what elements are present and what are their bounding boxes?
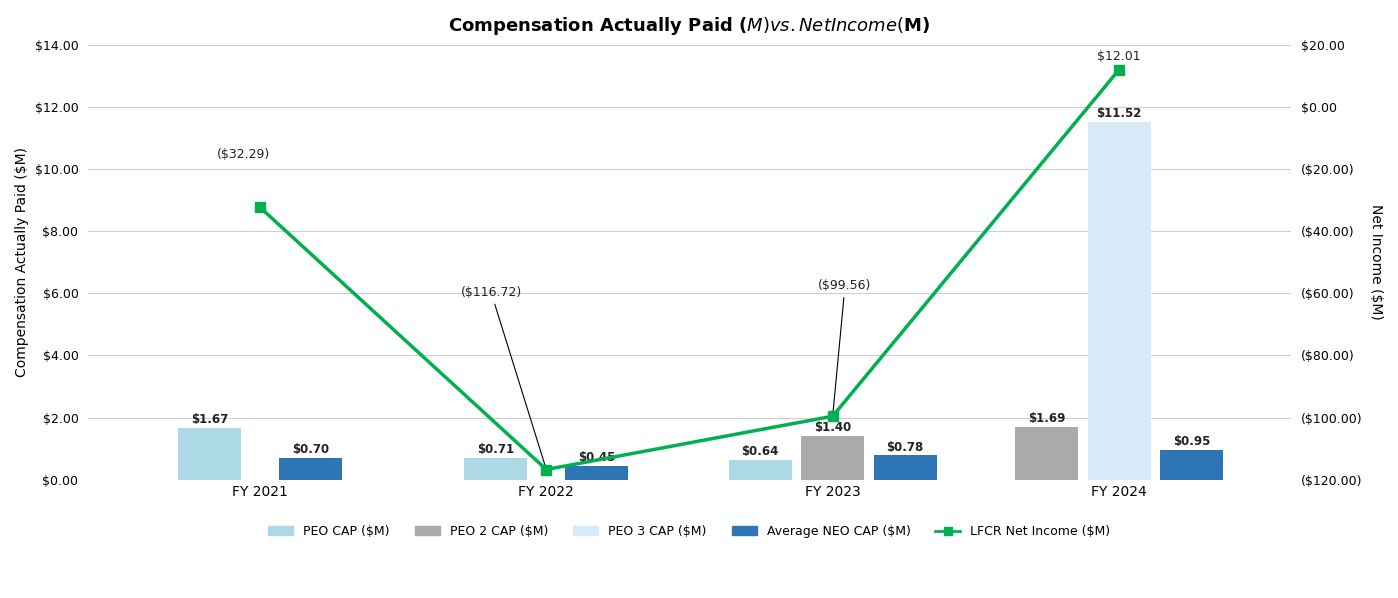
Bar [1088,122,1151,480]
Text: ($116.72): ($116.72) [460,286,545,467]
Bar [874,456,937,480]
Text: $1.69: $1.69 [1028,413,1065,425]
Title: Compensation Actually Paid ($M) vs. Net Income ($M): Compensation Actually Paid ($M) vs. Net … [449,15,931,37]
Text: $0.45: $0.45 [577,451,615,464]
Text: $1.40: $1.40 [814,422,851,434]
Text: ($32.29): ($32.29) [217,148,270,161]
Bar [178,428,240,480]
Text: $0.64: $0.64 [741,445,779,458]
Text: $12.01: $12.01 [1097,50,1141,63]
Bar [1015,427,1078,480]
Bar [728,460,791,480]
Text: ($99.56): ($99.56) [818,279,872,413]
Bar [278,458,343,480]
Legend: PEO CAP ($M), PEO 2 CAP ($M), PEO 3 CAP ($M), Average NEO CAP ($M), LFCR Net Inc: PEO CAP ($M), PEO 2 CAP ($M), PEO 3 CAP … [263,520,1116,543]
Bar [464,457,527,480]
Text: $0.71: $0.71 [477,443,514,456]
Text: $11.52: $11.52 [1096,107,1142,120]
Y-axis label: Compensation Actually Paid ($M): Compensation Actually Paid ($M) [15,147,29,377]
Text: $0.78: $0.78 [886,441,924,454]
Text: $0.95: $0.95 [1173,435,1211,448]
Bar [801,436,864,480]
Text: $0.70: $0.70 [292,443,329,456]
Text: $1.67: $1.67 [192,413,228,426]
Bar [1160,450,1223,480]
Bar [565,466,628,480]
Y-axis label: Net Income ($M): Net Income ($M) [1369,205,1383,320]
